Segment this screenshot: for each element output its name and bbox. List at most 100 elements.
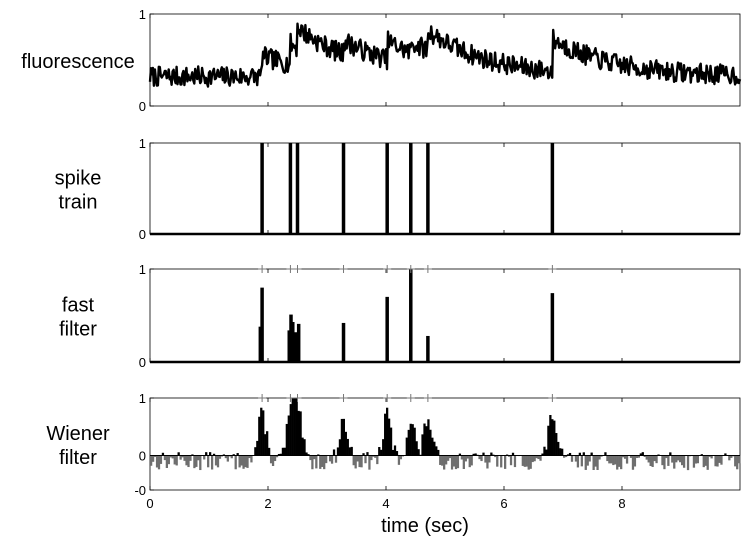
wiener-bar	[716, 455, 719, 467]
wiener-bar	[309, 455, 312, 461]
wiener-bar	[682, 455, 686, 468]
wiener-bar	[456, 455, 460, 469]
wiener-bar	[531, 455, 534, 463]
wiener-bar	[421, 434, 424, 456]
wiener-bar	[163, 455, 167, 461]
wiener-bar	[165, 455, 168, 468]
wiener-bar	[317, 454, 320, 456]
wiener-bar	[600, 455, 603, 457]
wiener-bar	[354, 455, 357, 469]
wiener-bar	[702, 455, 705, 468]
wiener-bar	[710, 455, 713, 459]
wiener-bar	[393, 445, 397, 456]
wiener-bar	[714, 455, 717, 467]
wiener-bar	[653, 455, 656, 462]
wiener-bar	[293, 398, 296, 456]
wiener-bar	[454, 455, 458, 470]
wiener-bar	[307, 454, 310, 456]
wiener-bar	[728, 455, 731, 461]
wiener-bar	[439, 455, 442, 465]
wiener-bar	[655, 455, 658, 464]
wiener-bar	[358, 455, 361, 468]
wiener-bar	[622, 455, 625, 458]
wiener-bar	[260, 407, 263, 456]
wiener-bar	[214, 455, 218, 466]
wiener-bar	[224, 455, 227, 459]
x-tick-label: 8	[618, 496, 625, 511]
wiener-bar	[452, 455, 456, 467]
wiener-bar	[268, 447, 271, 456]
wiener-bar	[681, 455, 684, 466]
x-tick-label: 6	[500, 496, 507, 511]
wiener-bar	[578, 452, 581, 456]
wiener-bar	[549, 415, 552, 456]
wiener-bar	[576, 455, 580, 468]
wiener-bar	[720, 455, 723, 465]
wiener-bar	[606, 455, 609, 462]
wiener-bar	[285, 423, 288, 456]
wiener-bar	[336, 447, 340, 456]
wiener-bar	[446, 455, 450, 461]
wiener-bar	[382, 439, 385, 456]
wiener-bar	[594, 455, 597, 467]
wiener-bar	[584, 455, 587, 470]
wiener-bar	[273, 455, 277, 462]
wiener-bar	[582, 452, 585, 456]
wiener-bar	[700, 454, 703, 456]
wiener-bar	[663, 455, 666, 470]
wiener-bar	[384, 413, 387, 456]
wiener-bar	[645, 455, 648, 460]
x-tick-label: 2	[264, 496, 271, 511]
wiener-bar	[580, 455, 583, 467]
panel-label: filter	[59, 447, 97, 469]
wiener-bar	[287, 415, 290, 456]
y-tick-label: 1	[139, 262, 146, 277]
wiener-bar	[323, 455, 326, 470]
wiener-bar	[736, 455, 739, 470]
wiener-bar	[474, 453, 477, 456]
wiener-bar	[275, 455, 279, 458]
wiener-bar	[586, 455, 589, 466]
wiener-bar	[435, 446, 438, 456]
wiener-bar	[157, 455, 161, 470]
wiener-bar	[389, 427, 393, 456]
wiener-bar	[553, 420, 556, 456]
wiener-bar	[590, 452, 593, 456]
wiener-bar	[222, 454, 226, 456]
wiener-bar	[677, 455, 680, 461]
wiener-bar	[209, 452, 212, 456]
wiener-bar	[218, 455, 222, 459]
wiener-bar	[566, 454, 570, 456]
wiener-bar	[651, 455, 654, 467]
wiener-bar	[724, 453, 727, 456]
panel-label: fluorescence	[21, 51, 134, 73]
wiener-bar	[592, 455, 595, 470]
wiener-bar	[413, 427, 416, 456]
wiener-bar	[399, 455, 403, 460]
wiener-bar	[537, 455, 540, 459]
wiener-bar	[738, 455, 741, 464]
wiener-bar	[281, 447, 285, 456]
wiener-bar	[325, 455, 328, 464]
wiener-bar	[629, 455, 633, 458]
wiener-bar	[604, 452, 607, 456]
wiener-bar	[533, 455, 536, 462]
wiener-bar	[704, 455, 707, 466]
wiener-bar	[667, 455, 670, 466]
wiener-bar	[295, 398, 298, 456]
wiener-bar	[207, 455, 210, 468]
wiener-bar	[155, 455, 159, 468]
wiener-bar	[523, 455, 526, 467]
wiener-bar	[588, 455, 591, 462]
wiener-bar	[216, 455, 220, 468]
wiener-bar	[405, 437, 408, 456]
wiener-bar	[195, 455, 198, 467]
wiener-bar	[563, 455, 566, 458]
wiener-bar	[635, 455, 639, 458]
wiener-bar	[230, 455, 233, 459]
wiener-bar	[297, 410, 300, 456]
wiener-bar	[425, 426, 428, 456]
y-tick-label: 0	[139, 449, 146, 464]
wiener-bar	[199, 455, 202, 471]
